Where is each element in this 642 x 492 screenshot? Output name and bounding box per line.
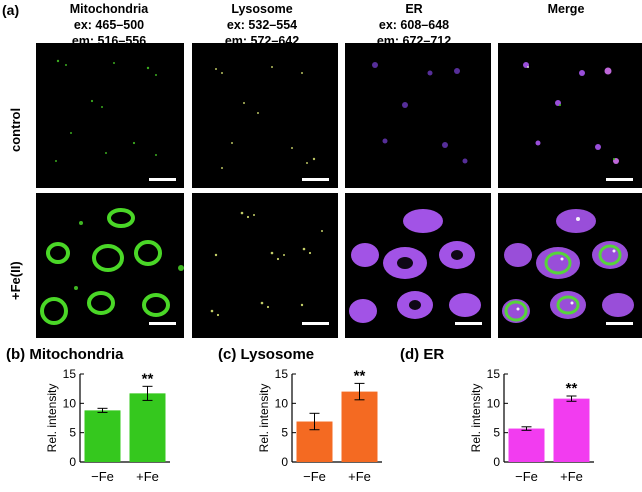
column-title: Merge	[547, 2, 585, 16]
y-tick-label: 15	[63, 367, 77, 381]
bar	[129, 393, 166, 462]
significance-marker: **	[354, 367, 366, 384]
panel-label: (d)	[400, 346, 420, 363]
bar-chart-lysosome: Rel. intensity 0 5 10 15 −Fe ** +Fe	[257, 367, 382, 484]
column-title: Lysosome	[231, 2, 293, 16]
column-header-mitochondria: Mitochondria ex: 465–500 em: 516–556	[34, 1, 184, 49]
scale-bar	[302, 322, 329, 325]
significance-marker: **	[142, 370, 154, 387]
y-tick-label: 15	[487, 367, 501, 381]
column-title: Mitochondria	[69, 2, 149, 16]
y-tick-label: 10	[63, 396, 77, 410]
fluorescence-image	[215, 66, 316, 169]
chart-title: Lysosome	[240, 346, 315, 363]
excitation-range: ex: 532–554	[226, 18, 298, 32]
x-tick-label: +Fe	[136, 469, 159, 484]
y-tick-label: 10	[275, 396, 289, 410]
y-tick-label: 0	[69, 455, 76, 469]
bar	[341, 391, 378, 462]
bar	[508, 428, 545, 462]
fluorescence-image	[502, 209, 634, 323]
chart-title-b: (b) Mitochondria	[6, 346, 124, 363]
x-tick-label: −Fe	[303, 469, 326, 484]
scale-bar	[455, 322, 482, 325]
chart-title-c: (c) Lysosome	[218, 346, 314, 363]
micrograph-fe-mitochondria	[36, 193, 184, 338]
row-label-control: control	[8, 107, 23, 152]
bar-chart-er: Rel. intensity 0 5 10 15 −Fe ** +Fe	[469, 367, 594, 484]
micrograph-control-merge	[498, 43, 642, 188]
fluorescence-image	[523, 62, 619, 164]
significance-marker: **	[566, 380, 578, 397]
y-tick-label: 5	[69, 426, 76, 440]
column-title: ER	[405, 2, 423, 16]
fluorescence-image	[55, 59, 157, 162]
micrograph-fe-er	[345, 193, 491, 338]
x-tick-label: −Fe	[515, 469, 538, 484]
scale-bar	[149, 178, 176, 181]
micrograph-control-mitochondria	[36, 43, 184, 188]
y-axis-label: Rel. intensity	[257, 384, 271, 453]
column-header-er: ER ex: 608–648 em: 672–712	[339, 1, 489, 49]
y-tick-label: 10	[487, 396, 501, 410]
scale-bar	[149, 322, 176, 325]
x-tick-label: −Fe	[91, 469, 114, 484]
y-tick-label: 0	[493, 455, 500, 469]
figure-label-a: (a)	[2, 2, 20, 18]
bar	[553, 398, 590, 462]
excitation-range: ex: 465–500	[73, 18, 145, 32]
y-axis-label: Rel. intensity	[469, 384, 483, 453]
x-tick-label: +Fe	[348, 469, 371, 484]
row-label-fe2: +Fe(II)	[8, 261, 23, 300]
y-tick-label: 5	[281, 426, 288, 440]
y-tick-label: 15	[275, 367, 289, 381]
bar-chart-mitochondria: Rel. intensity 0 5 10 15 −Fe ** +Fe	[45, 367, 170, 484]
micrograph-fe-merge	[498, 193, 642, 338]
panel-label: (c)	[218, 346, 237, 363]
micrograph-control-lysosome	[192, 43, 338, 188]
column-header-lysosome: Lysosome ex: 532–554 em: 572–642	[187, 1, 337, 49]
scale-bar	[606, 322, 633, 325]
scale-bar	[606, 178, 633, 181]
chart-title: Mitochondria	[29, 346, 124, 363]
y-tick-label: 0	[281, 455, 288, 469]
scale-bar	[302, 178, 329, 181]
micrograph-fe-lysosome	[192, 193, 338, 338]
chart-title: ER	[423, 346, 445, 363]
y-axis-label: Rel. intensity	[45, 384, 59, 453]
fluorescence-image	[349, 209, 481, 323]
fluorescence-image	[372, 62, 468, 164]
column-header-merge: Merge	[491, 1, 641, 17]
chart-title-d: (d) ER	[400, 346, 444, 363]
bar	[84, 410, 121, 462]
panel-label: (b)	[6, 346, 26, 363]
y-tick-label: 5	[493, 426, 500, 440]
fluorescence-image	[210, 211, 323, 317]
fluorescence-image	[40, 208, 184, 325]
excitation-range: ex: 608–648	[378, 18, 450, 32]
micrograph-control-er	[345, 43, 491, 188]
x-tick-label: +Fe	[560, 469, 583, 484]
